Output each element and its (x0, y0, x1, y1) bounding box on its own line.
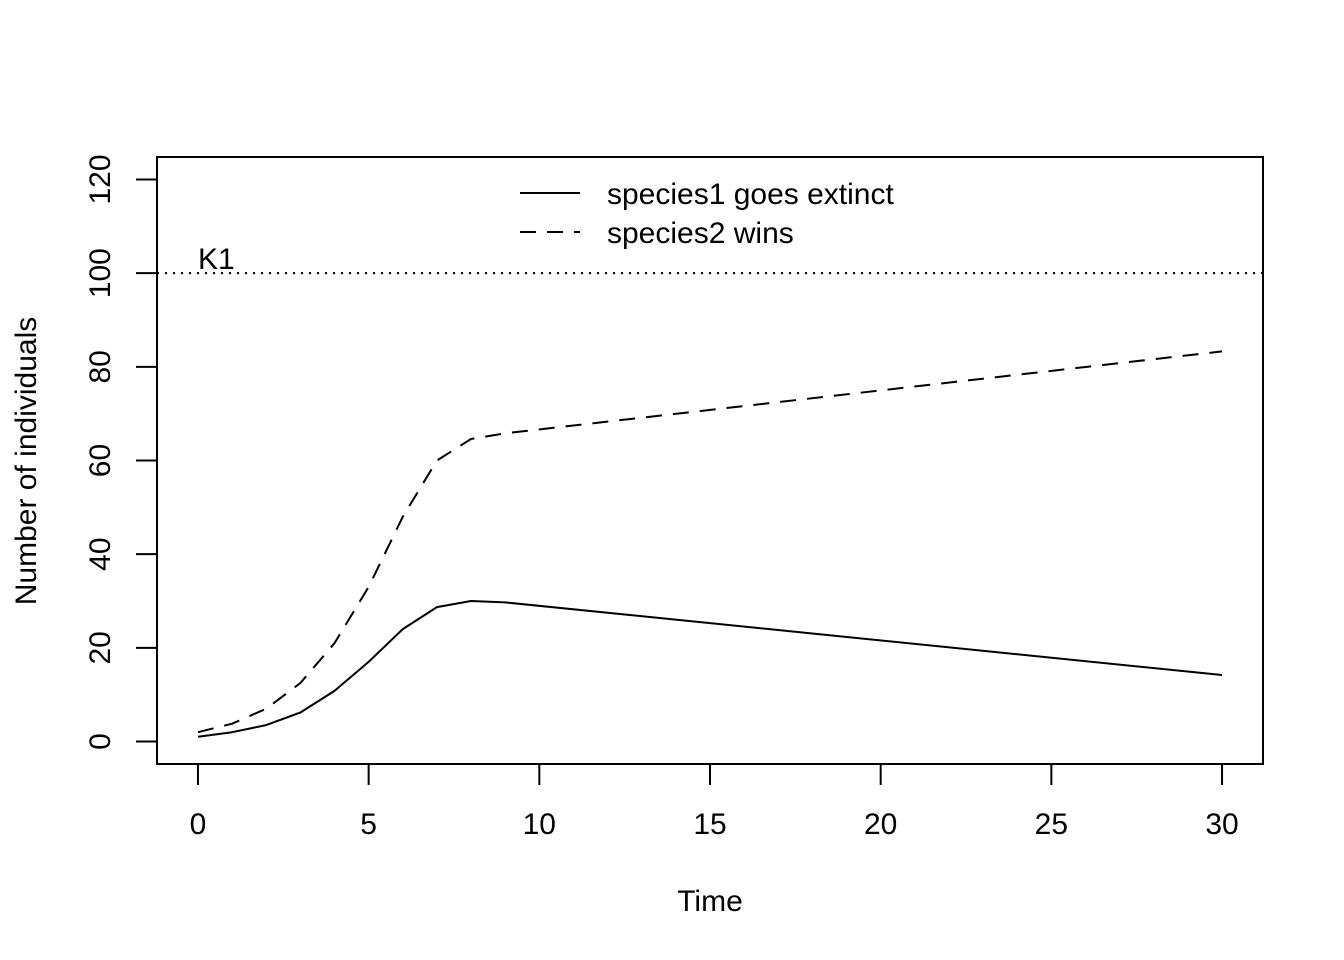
y-tick-label: 40 (84, 537, 117, 570)
x-tick-label: 15 (693, 808, 726, 841)
series-line-2 (197, 350, 1223, 734)
reference-line-label: K1 (198, 243, 235, 276)
y-tick-label: 0 (84, 733, 117, 750)
x-tick-label: 20 (864, 808, 897, 841)
x-tick-label: 0 (190, 808, 207, 841)
series-lines (197, 350, 1223, 738)
legend: species1 goes extinct species2 wins (520, 178, 894, 250)
x-tick-label: 5 (360, 808, 377, 841)
legend-label-1: species1 goes extinct (607, 178, 894, 211)
axes: 0 5 10 15 20 25 30 0 20 40 60 80 100 120 (84, 154, 1239, 841)
series-line-1 (197, 600, 1223, 738)
y-tick-label: 80 (84, 350, 117, 383)
y-tick-label: 120 (84, 154, 117, 204)
x-tick-label: 10 (523, 808, 556, 841)
x-axis-label: Time (677, 885, 743, 918)
x-tick-label: 30 (1205, 808, 1238, 841)
y-tick-label: 20 (84, 631, 117, 664)
x-tick-label: 25 (1035, 808, 1068, 841)
legend-label-2: species2 wins (607, 217, 794, 250)
y-tick-label: 100 (84, 248, 117, 298)
y-axis-label: Number of individuals (10, 317, 43, 605)
y-tick-label: 60 (84, 444, 117, 477)
